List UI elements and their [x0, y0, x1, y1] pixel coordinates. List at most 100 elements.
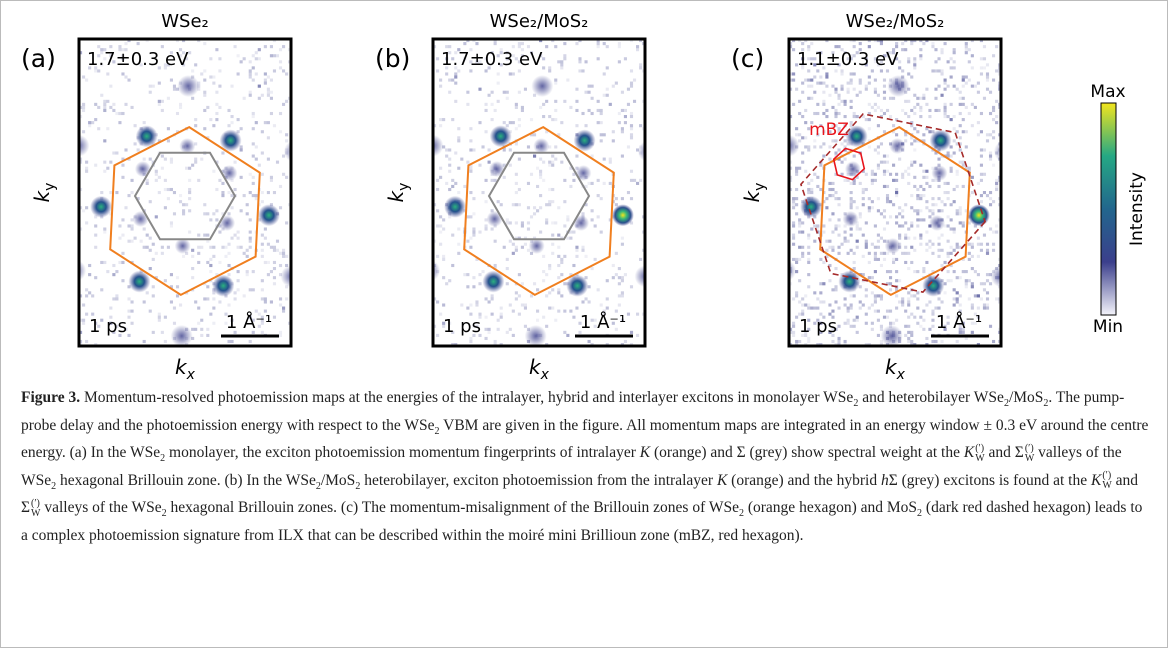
pixel: [267, 88, 270, 91]
pixel: [977, 255, 980, 258]
pixel: [264, 227, 267, 230]
pixel: [506, 91, 509, 94]
pixel: [983, 234, 986, 237]
pixel: [597, 45, 600, 48]
pixel: [819, 145, 822, 148]
pixel: [904, 203, 907, 206]
spot: [887, 75, 909, 97]
pixel: [603, 158, 606, 161]
pixel: [106, 100, 109, 103]
pixel: [478, 231, 481, 234]
spot: [525, 325, 547, 347]
pixel: [919, 164, 922, 167]
pixel: [859, 82, 862, 85]
pixel: [913, 127, 916, 130]
pixel: [557, 276, 560, 279]
pixel: [825, 115, 828, 118]
pixel: [904, 252, 907, 255]
pixel: [218, 69, 221, 72]
pixel: [959, 212, 962, 215]
pixel: [491, 118, 494, 121]
pixel: [904, 133, 907, 136]
pixel: [603, 72, 606, 75]
pixel: [831, 188, 834, 191]
pixel: [925, 249, 928, 252]
pixel: [524, 88, 527, 91]
pixel: [913, 94, 916, 97]
pixel: [509, 121, 512, 124]
pixel: [962, 103, 965, 106]
pixel: [850, 121, 853, 124]
pixel: [536, 310, 539, 313]
pixel: [977, 243, 980, 246]
pixel: [630, 115, 633, 118]
pixel: [215, 112, 218, 115]
pixel: [971, 246, 974, 249]
pixel: [436, 209, 439, 212]
pixel: [85, 167, 88, 170]
pixel: [983, 282, 986, 285]
pixel: [859, 182, 862, 185]
pixel: [953, 303, 956, 306]
pixel: [548, 264, 551, 267]
pixel: [874, 270, 877, 273]
pixel: [127, 310, 130, 313]
pixel: [895, 221, 898, 224]
pixel: [82, 303, 85, 306]
pixel: [243, 194, 246, 197]
pixel: [889, 215, 892, 218]
pixel: [807, 145, 810, 148]
pixel: [194, 161, 197, 164]
pixel: [895, 133, 898, 136]
pixel: [149, 249, 152, 252]
pixel: [801, 297, 804, 300]
pixel: [252, 270, 255, 273]
pixel: [801, 310, 804, 313]
caption-text: (orange) and Σ (grey) show spectral weig…: [650, 444, 964, 461]
pixel: [82, 322, 85, 325]
pixel: [276, 161, 279, 164]
pixel: [907, 227, 910, 230]
pixel: [995, 224, 998, 227]
pixel: [880, 297, 883, 300]
pixel: [895, 215, 898, 218]
pixel: [850, 197, 853, 200]
pixel: [103, 109, 106, 112]
pixel: [859, 91, 862, 94]
pixel: [962, 75, 965, 78]
pixel: [804, 136, 807, 139]
caption-symbol: h: [881, 472, 889, 489]
pixel: [883, 215, 886, 218]
pixel: [103, 103, 106, 106]
pixel: [191, 276, 194, 279]
pixel: [883, 97, 886, 100]
pixel: [928, 246, 931, 249]
pixel: [792, 243, 795, 246]
pixel: [874, 148, 877, 151]
pixel: [106, 72, 109, 75]
pixel: [844, 231, 847, 234]
pixel: [986, 75, 989, 78]
pixel: [197, 261, 200, 264]
pixel: [913, 270, 916, 273]
pixel: [215, 218, 218, 221]
pixel: [600, 231, 603, 234]
pixel: [472, 276, 475, 279]
pixel: [597, 121, 600, 124]
pixel: [131, 300, 134, 303]
pixel: [953, 249, 956, 252]
pixel: [834, 191, 837, 194]
pixel: [566, 334, 569, 337]
pixel: [512, 243, 515, 246]
pixel: [173, 212, 176, 215]
pixel: [606, 94, 609, 97]
pixel: [261, 279, 264, 282]
pixel: [521, 106, 524, 109]
caption-text: hexagonal Brillouin zones. (c) The momen…: [167, 499, 739, 516]
pixel: [871, 106, 874, 109]
spot: [531, 75, 553, 97]
pixel: [922, 133, 925, 136]
pixel: [989, 203, 992, 206]
pixel: [237, 72, 240, 75]
pixel: [844, 340, 847, 343]
